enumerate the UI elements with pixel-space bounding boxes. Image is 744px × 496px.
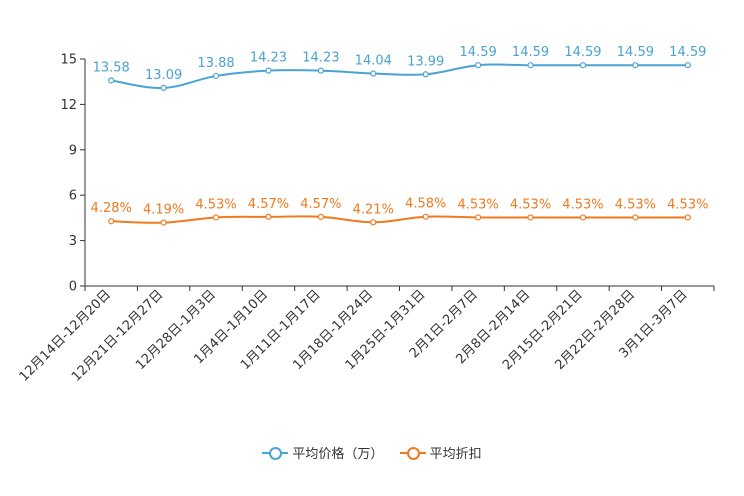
data-label: 4.57% [300, 197, 341, 212]
data-label: 4.28% [91, 201, 132, 216]
data-point [632, 62, 639, 69]
data-label: 14.59 [564, 45, 601, 60]
y-axis: 0 3 6 9 12 15 [60, 53, 86, 295]
data-point [108, 218, 115, 225]
data-label: 4.19% [143, 203, 184, 218]
data-point [212, 214, 220, 221]
data-label: 4.21% [353, 202, 394, 217]
data-label: 13.58 [93, 60, 130, 75]
data-point [265, 67, 272, 74]
data-label: 4.57% [248, 197, 289, 212]
legend-line-circle-icon [399, 446, 426, 460]
legend: 平均价格（万） 平均折扣 [0, 443, 744, 464]
x-tick-label: 12月21日-12月27日 [69, 287, 166, 384]
data-point [370, 70, 377, 77]
data-point [684, 62, 691, 69]
data-point [317, 67, 324, 74]
data-label: 4.53% [562, 197, 603, 212]
y-tick-label: 12 [60, 98, 77, 113]
data-label: 14.04 [355, 54, 392, 69]
data-label: 13.99 [407, 54, 444, 69]
legend-line-circle-icon [262, 446, 289, 460]
y-tick-label: 0 [69, 280, 77, 295]
data-label: 14.23 [302, 51, 339, 66]
data-point [527, 214, 534, 221]
legend-item-discount[interactable]: 平均折扣 [399, 443, 482, 462]
y-tick-label: 15 [60, 53, 77, 68]
data-label: 4.53% [457, 197, 498, 212]
x-tick-label: 12月14日-12月20日 [17, 287, 114, 384]
data-label: 14.59 [460, 45, 497, 60]
data-label: 14.59 [512, 45, 549, 60]
data-label: 4.53% [510, 197, 551, 212]
data-point [475, 214, 482, 221]
data-label: 4.53% [667, 197, 708, 212]
data-point [108, 77, 115, 84]
data-label: 14.59 [617, 45, 654, 60]
data-point [632, 214, 639, 221]
data-point [475, 62, 482, 69]
series-layer: 13.58 13.09 13.88 14.23 14.23 14.04 13.99 14.59… [91, 45, 708, 226]
data-point [527, 62, 534, 69]
series-0: 13.58 13.09 13.88 14.23 14.23 14.04 13.99 14.59… [93, 45, 706, 92]
data-label: 13.88 [197, 56, 234, 71]
y-tick-label: 6 [69, 189, 77, 204]
data-label: 13.09 [145, 68, 182, 83]
data-label: 14.59 [669, 45, 706, 60]
data-point [370, 219, 377, 226]
data-point [212, 72, 220, 80]
series-line [111, 215, 688, 224]
data-label: 4.53% [615, 197, 656, 212]
series-1: 4.28% 4.19% 4.53% 4.57% 4.57% 4.21% 4.58% 4.53%… [91, 197, 708, 226]
series-line [111, 63, 688, 89]
data-label: 4.58% [405, 197, 446, 212]
data-point [684, 214, 691, 221]
x-axis: 12月14日-12月20日12月21日-12月27日12月28日-1月3日1月4… [17, 285, 715, 385]
y-tick-label: 3 [69, 234, 77, 249]
legend-label-price: 平均价格（万） [292, 447, 384, 462]
legend-label-discount: 平均折扣 [429, 447, 482, 462]
data-point [422, 71, 429, 78]
legend-item-price[interactable]: 平均价格（万） [262, 443, 383, 462]
line-chart: 0 3 6 9 12 15 12月14日-12月20日12月21日-12月27日12月28… [17, 45, 715, 385]
data-label: 14.23 [250, 51, 287, 66]
y-tick-label: 9 [69, 143, 77, 158]
data-label: 4.53% [195, 197, 236, 212]
data-point [579, 62, 587, 69]
data-point [160, 219, 167, 226]
data-point [579, 214, 587, 221]
data-point [265, 213, 272, 220]
data-point [317, 213, 324, 220]
data-point [160, 84, 167, 92]
data-point [422, 213, 429, 220]
